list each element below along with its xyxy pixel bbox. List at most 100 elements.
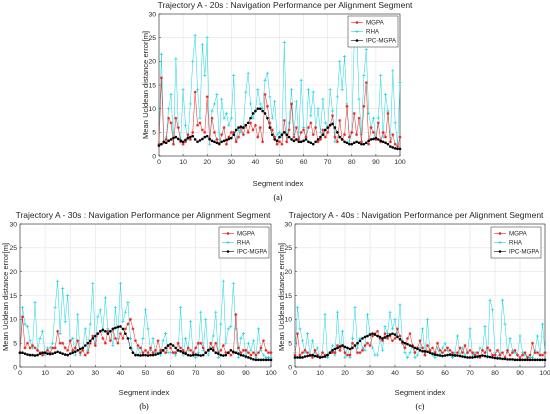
point-mgpa	[181, 348, 185, 352]
point-rha	[408, 351, 412, 355]
point-mgpa	[378, 336, 382, 340]
point-ipc-mgpa	[219, 353, 223, 357]
point-ipc-mgpa	[191, 134, 195, 138]
y-axis-label-c: Mean Ucldean distance error[m]	[277, 243, 286, 351]
point-mgpa	[61, 341, 65, 345]
legend-marker-mgpa	[226, 232, 230, 235]
point-mgpa	[368, 344, 372, 348]
point-mgpa	[221, 344, 225, 348]
x-tick-label: 40	[391, 370, 399, 377]
point-mgpa	[345, 104, 349, 108]
point-ipc-mgpa	[396, 147, 399, 151]
point-mgpa	[239, 351, 243, 355]
point-rha	[118, 281, 122, 286]
point-rha	[51, 341, 55, 345]
point-ipc-mgpa	[367, 139, 370, 143]
point-mgpa	[376, 121, 380, 125]
point-mgpa	[164, 137, 168, 141]
point-mgpa	[269, 351, 273, 355]
point-mgpa	[347, 135, 351, 139]
point-ipc-mgpa	[61, 352, 64, 355]
legend-marker-rha	[355, 29, 359, 34]
point-ipc-mgpa	[372, 137, 375, 141]
point-ipc-mgpa	[229, 349, 233, 352]
point-mgpa	[302, 128, 306, 132]
point-ipc-mgpa	[358, 339, 362, 343]
point-mgpa	[157, 142, 161, 146]
point-ipc-mgpa	[176, 137, 180, 141]
point-mgpa	[363, 344, 367, 348]
point-mgpa	[263, 92, 267, 96]
point-mgpa	[528, 353, 532, 357]
point-mgpa	[374, 137, 378, 141]
point-ipc-mgpa	[296, 356, 299, 359]
point-ipc-mgpa	[73, 350, 77, 354]
point-ipc-mgpa	[246, 121, 250, 125]
point-ipc-mgpa	[328, 351, 332, 355]
x-tick-label: 70	[466, 370, 474, 377]
point-ipc-mgpa	[448, 353, 452, 356]
point-rha	[321, 97, 325, 101]
point-mgpa	[309, 121, 313, 125]
point-mgpa	[351, 341, 354, 345]
point-ipc-mgpa	[164, 346, 167, 350]
point-rha	[56, 279, 60, 283]
x-tick-label: 20	[203, 159, 211, 166]
point-mgpa	[210, 116, 214, 120]
point-ipc-mgpa	[311, 353, 314, 357]
point-mgpa	[318, 137, 322, 141]
point-ipc-mgpa	[259, 358, 263, 362]
point-mgpa	[199, 341, 203, 345]
point-ipc-mgpa	[33, 354, 37, 357]
point-mgpa	[371, 130, 375, 134]
point-mgpa	[23, 346, 27, 350]
x-tick-label: 10	[316, 370, 324, 377]
point-mgpa	[335, 140, 339, 144]
point-mgpa	[371, 334, 374, 338]
point-ipc-mgpa	[278, 135, 281, 139]
point-ipc-mgpa	[209, 347, 213, 351]
point-ipc-mgpa	[134, 353, 137, 357]
point-ipc-mgpa	[511, 358, 514, 361]
point-rha	[383, 92, 388, 97]
y-tick-label: 15	[9, 293, 17, 300]
point-rha	[340, 329, 345, 333]
point-ipc-mgpa	[214, 351, 218, 355]
point-ipc-mgpa	[483, 354, 487, 358]
point-mgpa	[299, 130, 303, 134]
point-mgpa	[205, 95, 209, 99]
point-mgpa	[146, 351, 150, 355]
y-tick-label: 0	[152, 153, 156, 160]
point-ipc-mgpa	[301, 356, 304, 359]
legend-label-ipc-mgpa: IPC-MGPA	[366, 38, 397, 45]
point-mgpa	[508, 353, 512, 357]
point-mgpa	[367, 142, 371, 146]
point-rha	[289, 88, 294, 92]
point-rha	[128, 336, 133, 340]
point-rha	[388, 310, 392, 314]
point-ipc-mgpa	[297, 140, 301, 144]
point-ipc-mgpa	[201, 137, 204, 141]
point-ipc-mgpa	[18, 351, 22, 355]
point-mgpa	[501, 351, 504, 355]
point-ipc-mgpa	[471, 356, 474, 359]
point-mgpa	[53, 346, 57, 350]
point-ipc-mgpa	[303, 355, 307, 358]
point-mgpa	[311, 133, 315, 137]
point-mgpa	[224, 142, 228, 146]
point-ipc-mgpa	[88, 339, 92, 343]
point-mgpa	[189, 348, 193, 352]
point-ipc-mgpa	[386, 142, 390, 146]
point-mgpa	[41, 353, 45, 357]
point-ipc-mgpa	[99, 329, 102, 333]
point-ipc-mgpa	[311, 142, 315, 146]
point-mgpa	[446, 346, 449, 350]
point-mgpa	[118, 332, 122, 336]
point-ipc-mgpa	[498, 357, 502, 360]
point-rha	[268, 95, 272, 99]
point-ipc-mgpa	[254, 358, 258, 362]
point-ipc-mgpa	[196, 353, 200, 357]
point-mgpa	[491, 353, 494, 357]
point-rha	[280, 135, 284, 139]
point-ipc-mgpa	[78, 347, 82, 351]
